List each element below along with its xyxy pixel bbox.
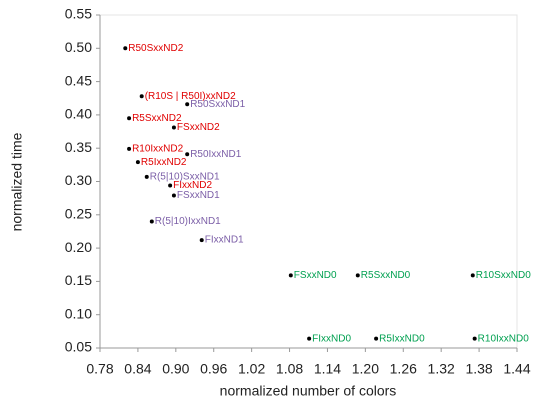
point-label: FIxxND0: [312, 333, 351, 344]
x-tick-label: 1.20: [352, 361, 379, 377]
y-tick-label: 0.10: [65, 305, 92, 321]
point: [171, 125, 176, 130]
x-tick-label: 1.08: [276, 361, 303, 377]
x-tick-label: 1.14: [314, 361, 341, 377]
y-tick-label: 0.25: [65, 206, 92, 222]
point: [168, 183, 173, 188]
point: [288, 273, 293, 278]
x-tick-label: 0.96: [200, 361, 227, 377]
y-tick-label: 0.20: [65, 239, 92, 255]
point-label: R(5|10)SxxND1: [150, 171, 220, 182]
point-label: R50IxxND1: [190, 149, 242, 160]
point-label: R5SxxND0: [361, 270, 411, 281]
point: [355, 273, 360, 278]
point: [127, 116, 132, 121]
point-label: FIxxND1: [205, 235, 244, 246]
point-label: R10IxxND2: [132, 144, 184, 155]
x-tick-label: 0.78: [86, 361, 113, 377]
x-tick-label: 1.02: [238, 361, 265, 377]
x-tick-label: 1.38: [465, 361, 492, 377]
point: [470, 273, 475, 278]
point-label: R10SxxND0: [476, 270, 531, 281]
point: [144, 174, 149, 179]
x-tick-label: 1.26: [390, 361, 417, 377]
point-label: R10IxxND0: [478, 333, 530, 344]
y-tick-label: 0.50: [65, 39, 92, 55]
point-label: R50SxxND2: [128, 43, 183, 54]
point: [185, 102, 190, 107]
x-tick-label: 1.32: [428, 361, 455, 377]
y-tick-label: 0.40: [65, 106, 92, 122]
x-tick-label: 0.84: [124, 361, 151, 377]
point-label: R(5|10)IxxND1: [155, 216, 221, 227]
point: [171, 193, 176, 198]
point: [307, 336, 312, 341]
point-label: (R10S | R50I)xxND2: [145, 91, 236, 102]
y-tick-label: 0.30: [65, 172, 92, 188]
point-label: FSxxND1: [177, 190, 220, 201]
y-tick-label: 0.15: [65, 272, 92, 288]
point: [374, 336, 379, 341]
point: [123, 46, 128, 51]
y-tick-label: 0.45: [65, 72, 92, 88]
point: [139, 94, 144, 99]
point-label: R5IxxND2: [141, 157, 187, 168]
y-tick-label: 0.35: [65, 139, 92, 155]
y-tick-label: 0.55: [65, 6, 92, 22]
x-tick-label: 1.44: [503, 361, 530, 377]
x-axis-title: normalized number of colors: [220, 383, 397, 399]
point-label: FIxxND2: [173, 180, 212, 191]
point: [199, 238, 204, 243]
point: [472, 336, 477, 341]
point: [127, 146, 132, 151]
point-label: FSxxND0: [294, 270, 337, 281]
point: [135, 160, 140, 165]
point-label: R5IxxND0: [379, 333, 425, 344]
x-tick-label: 0.90: [162, 361, 189, 377]
point-label: R5SxxND2: [132, 113, 182, 124]
y-axis-title: normalized time: [9, 132, 25, 231]
point: [185, 152, 190, 157]
point-label: FSxxND2: [177, 122, 220, 133]
y-tick-label: 0.05: [65, 339, 92, 355]
point-label: R50SxxND1: [190, 99, 245, 110]
point: [149, 219, 154, 224]
